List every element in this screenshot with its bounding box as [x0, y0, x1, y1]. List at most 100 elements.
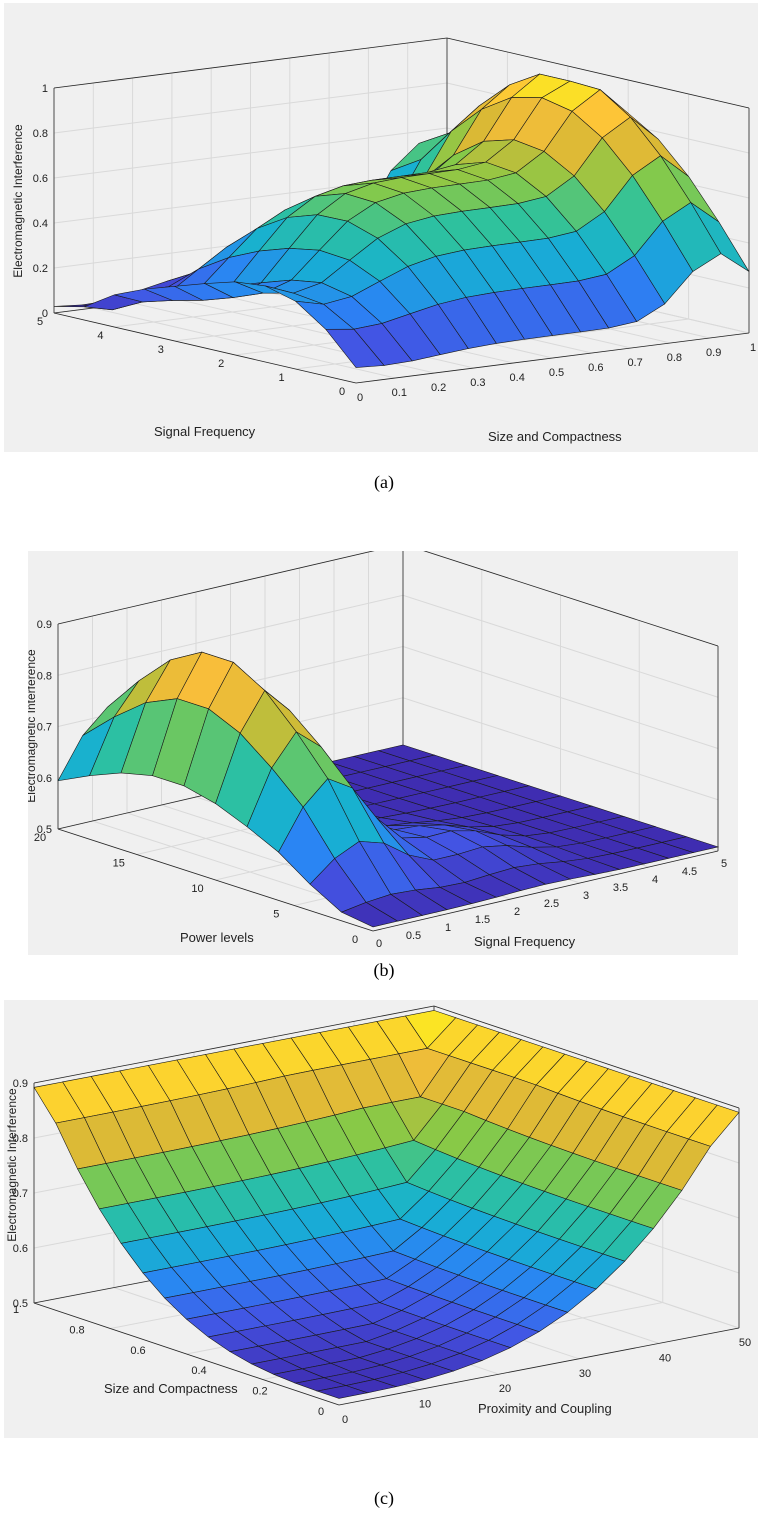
z-tick-label: 0	[42, 308, 48, 320]
axis-line	[446, 37, 750, 109]
z-axis-label-b: Electromagnetic Interference	[28, 649, 38, 803]
x-tick-label: 0.1	[392, 387, 407, 399]
surface-a	[53, 73, 750, 368]
x-tick-label: 2	[514, 906, 520, 918]
y-tick-label: 0	[339, 386, 345, 398]
surface-patch	[325, 328, 385, 368]
caption-c: (c)	[374, 1488, 394, 1508]
surface-plot-c-svg: 0.50.60.70.80.9010203040500.20.40.60.810…	[5, 1005, 751, 1426]
axis-line	[402, 543, 719, 647]
x-tick-label: 0.5	[549, 367, 564, 379]
axis-line	[53, 37, 448, 89]
x-tick-label: 5	[721, 858, 727, 870]
x-tick-label: 0.2	[431, 382, 446, 394]
y-tick-label: 2	[218, 358, 224, 370]
x-axis-label-a: Size and Compactness	[488, 429, 622, 444]
z-tick-label: 0.4	[33, 218, 48, 230]
axis-line	[338, 1327, 740, 1406]
y-tick-label: 0	[352, 934, 358, 946]
z-tick-label: 0.8	[13, 1133, 28, 1145]
x-tick-label: 0	[357, 392, 363, 404]
y-tick-label: 4	[97, 330, 103, 342]
surface-patch	[316, 1385, 369, 1399]
tick-labels-a: 0 0.2 0.4 0.6 0.8 1 0 0.1 0.2 0.3 0.4 0.5 0.6 0.7 0.8 0…	[33, 83, 756, 404]
x-tick-label: 0.8	[667, 352, 682, 364]
x-tick-label: 0	[342, 1414, 348, 1426]
x-tick-label: 3	[583, 890, 589, 902]
surface-plot-b: 0.5 0.6 0.7 0.8 0.9 0 0.5 1 1.5 2 2.5 3 3.5 4 4.5 5 0 5 10…	[24, 543, 738, 955]
z-axis-label-c: Electromagnetic Interference	[5, 1088, 19, 1242]
y-axis-label-a: Signal Frequency	[154, 424, 256, 439]
axis-line	[372, 850, 719, 932]
x-tick-label: 50	[739, 1337, 751, 1349]
y-tick-label: 5	[37, 316, 43, 328]
y-tick-label: 1	[13, 1304, 19, 1316]
x-tick-label: 0.9	[706, 347, 721, 359]
x-tick-label: 4.5	[682, 866, 697, 878]
z-tick-label: 1	[42, 83, 48, 95]
x-tick-label: 1.5	[475, 914, 490, 926]
surface-c	[33, 1010, 740, 1399]
z-tick-label: 0.2	[33, 263, 48, 275]
surface-plot-a: 0 0.2 0.4 0.6 0.8 1 0 0.1 0.2 0.3 0.4 0.5 0.6 0.7 0.8 0…	[4, 3, 758, 452]
z-tick-label: 0.6	[13, 1243, 28, 1255]
x-tick-label: 2.5	[544, 898, 559, 910]
y-tick-label: 15	[113, 858, 125, 870]
z-tick-label: 0.8	[37, 670, 52, 682]
x-axis-label-c: Proximity and Coupling	[478, 1401, 612, 1416]
y-tick-label: 3	[158, 344, 164, 356]
x-axis-label-b: Signal Frequency	[474, 934, 576, 949]
axis-line	[33, 1302, 340, 1406]
y-axis-label-c: Size and Compactness	[104, 1381, 238, 1396]
z-tick-label: 0.7	[13, 1188, 28, 1200]
caption-b: (b)	[373, 960, 395, 980]
z-tick-label: 0.9	[13, 1078, 28, 1090]
y-axis-label-b: Power levels	[180, 930, 254, 945]
x-tick-label: 10	[419, 1399, 431, 1411]
axis-line	[33, 1005, 435, 1084]
y-tick-label: 0.4	[191, 1365, 206, 1377]
y-tick-label: 5	[273, 909, 279, 921]
z-tick-label: 0.7	[37, 722, 52, 734]
y-tick-label: 10	[191, 883, 203, 895]
z-tick-label: 0.6	[37, 773, 52, 785]
y-tick-label: 0.8	[69, 1324, 84, 1336]
x-tick-label: 1	[750, 342, 756, 354]
axis-line	[57, 828, 374, 932]
y-tick-label: 20	[34, 832, 46, 844]
x-tick-label: 3.5	[613, 882, 628, 894]
z-tick-label: 0.5	[13, 1298, 28, 1310]
x-tick-label: 0.7	[627, 357, 642, 369]
surface-plot-c: 0.5 0.6 0.7 0.8 0.9 0 10 20 30 40 50 0.2 0.4 0.6 0.8 1 0…	[4, 1000, 758, 1438]
x-tick-label: 0.3	[470, 377, 485, 389]
x-tick-label: 20	[499, 1383, 511, 1395]
z-axis-label-a: Electromagnetic Interference	[11, 124, 25, 278]
x-tick-label: 0.6	[588, 362, 603, 374]
surface-b	[57, 651, 720, 928]
y-tick-label: 0	[318, 1406, 324, 1418]
z-tick-label: 0.6	[33, 173, 48, 185]
axis-line	[433, 1005, 740, 1109]
surface-plot-a-svg: 0 0.2 0.4 0.6 0.8 1 0 0.1 0.2 0.3 0.4 0.5 0.6 0.7 0.8 0…	[11, 37, 756, 444]
x-tick-label: 1	[445, 922, 451, 934]
y-tick-label: 1	[279, 372, 285, 384]
z-tick-label: 0.8	[33, 128, 48, 140]
grid-line	[53, 37, 750, 109]
y-tick-label: 0.6	[130, 1345, 145, 1357]
axis-line	[53, 312, 357, 384]
x-tick-label: 0.5	[406, 930, 421, 942]
axis-line	[57, 543, 404, 625]
axis-line	[355, 332, 750, 384]
x-tick-label: 30	[579, 1368, 591, 1380]
surface-patch	[340, 902, 399, 928]
x-tick-label: 40	[659, 1352, 671, 1364]
caption-a: (a)	[374, 472, 394, 492]
surface-plot-b-svg: 0.5 0.6 0.7 0.8 0.9 0 0.5 1 1.5 2 2.5 3 3.5 4 4.5 5 0 5 10…	[24, 543, 727, 950]
z-tick-label: 0.5	[37, 824, 52, 836]
x-tick-label: 0	[376, 938, 382, 950]
z-tick-label: 0.9	[37, 619, 52, 631]
tick-labels-b: 0.5 0.6 0.7 0.8 0.9 0 0.5 1 1.5 2 2.5 3 3.5 4 4.5 5 0 5 10…	[34, 619, 727, 950]
y-tick-label: 0.2	[252, 1386, 267, 1398]
x-tick-label: 0.4	[510, 372, 525, 384]
